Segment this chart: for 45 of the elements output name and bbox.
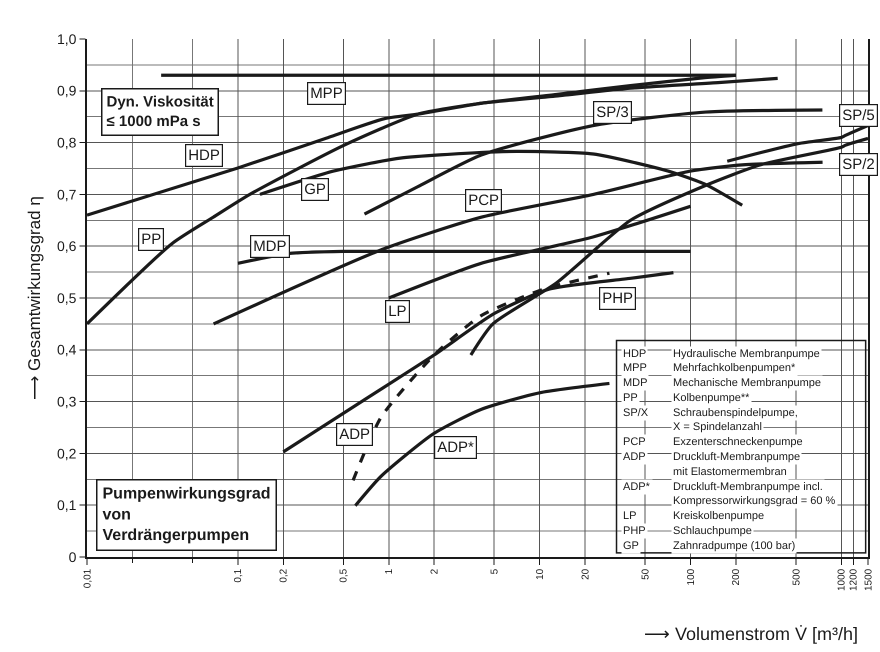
series-label: SP/5 (842, 107, 875, 124)
series-label: HDP (188, 147, 220, 164)
x-tick-label: 1 (384, 568, 396, 574)
series-label: MPP (310, 85, 343, 102)
text: Pumpenwirkungsgrad von Verdrängerpumpen (102, 486, 271, 544)
annotation: Dyn. Viskosität ≤ 1000 mPa s (106, 94, 214, 130)
x-tick-label: 100 (686, 568, 697, 586)
series-label: PHP (602, 290, 634, 308)
series-label: ADP (339, 426, 370, 444)
x-tick-label: 10 (534, 568, 546, 580)
y-tick-label: 0 (68, 548, 77, 565)
x-tick-label: 0,01 (82, 568, 94, 588)
y-tick-label: 0,8 (56, 134, 77, 150)
y-tick-label: 0,4 (56, 342, 77, 358)
y-tick-label: 0,1 (56, 497, 77, 514)
x-tick-label: 1000 (836, 568, 848, 591)
x-tick-label: 20 (580, 568, 592, 580)
y-axis-title: ⟶ Gesamtwirkungsgrad η (25, 196, 44, 400)
series-label: PCP (468, 192, 500, 210)
y-tick-label: 0,6 (56, 238, 77, 254)
x-tick-label: 0,1 (233, 568, 244, 583)
series-label: GP (304, 181, 326, 198)
y-tick-label: 0,2 (56, 445, 77, 462)
series-label: ADP* (437, 439, 474, 456)
x-tick-label: 5 (489, 568, 500, 574)
series-label: PP (141, 231, 162, 248)
x-tick-label: 0,5 (338, 568, 350, 583)
x-tick-label: 500 (791, 568, 802, 586)
x-tick-label: 1500 (863, 568, 874, 591)
y-tick-label: 1,0 (56, 30, 77, 47)
x-tick-label: 50 (640, 568, 652, 580)
series-label: MDP (253, 238, 287, 256)
x-axis-title: ⟶ Volumenstrom V̇ [m³/h] (644, 624, 858, 644)
x-tick-label: 1200 (848, 568, 860, 591)
x-tick-label: 200 (731, 568, 742, 586)
series-label: SP/2 (842, 156, 875, 174)
y-tick-label: 0,3 (56, 394, 77, 410)
series-label: SP/3 (596, 104, 629, 122)
x-tick-label: 0,2 (278, 568, 290, 583)
y-tick-label: 0,7 (56, 186, 77, 202)
y-tick-label: 0,9 (56, 82, 77, 99)
series-label: LP (388, 303, 407, 320)
y-tick-label: 0,5 (56, 290, 77, 306)
text: HDP Hydraulische Membranpumpe MPP Mehrfachkolbenpumpen* MDP Mechanische Membranpumpe PP Kolbenpumpe** SP/X Schraubenspindelpumpe, X = Spindelanzahl PCP Exzenterschneckenpumpe ADP Druckluft-Membranpumpe mit Elastomermembran ADP* Druckluft-Membranpumpe incl. Kompressorwirkungsgrad = 60 % LP Kreiskolbenpumpe PHP Schlauchpumpe GP Zahnradpumpe (100 bar) (623, 348, 836, 552)
x-tick-label: 2 (429, 568, 440, 574)
